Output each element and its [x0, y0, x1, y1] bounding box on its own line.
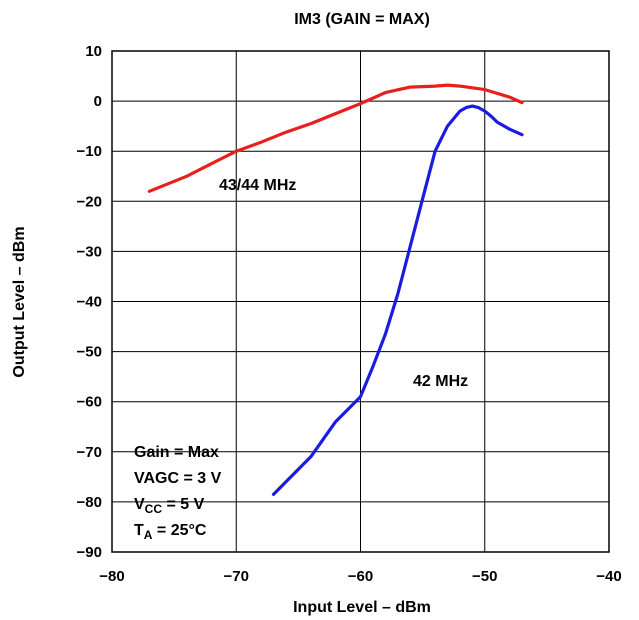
conditions-block: Gain = Max VAGC = 3 V VCC = 5 V TA = 25°…: [134, 444, 222, 542]
condition-vcc-value: = 5 V: [162, 496, 205, 513]
condition-vcc-subscript: CC: [145, 502, 163, 516]
x-tick-label: −70: [224, 568, 249, 585]
y-tick-label: −60: [77, 394, 102, 411]
condition-ta: TA = 25°C: [134, 522, 207, 542]
x-tick-labels: −80 −70 −60 −50 −40: [99, 568, 621, 585]
x-tick-label: −50: [472, 568, 497, 585]
y-tick-labels: 10 0 −10 −20 −30 −40 −50 −60 −70 −80 −90: [77, 43, 102, 561]
y-tick-label: −30: [77, 243, 102, 260]
y-tick-label: −50: [77, 344, 102, 361]
series-label-42mhz: 42 MHz: [413, 373, 468, 390]
x-tick-label: −80: [99, 568, 124, 585]
series-line-42mhz: [271, 104, 524, 496]
series-lines: [147, 83, 524, 496]
plot-frame: [111, 50, 610, 553]
condition-ta-subscript: A: [144, 528, 153, 542]
x-tick-label: −60: [348, 568, 373, 585]
condition-vcc: VCC = 5 V: [134, 496, 205, 516]
x-axis-label: Input Level – dBm: [293, 599, 431, 616]
condition-ta-symbol: T: [134, 522, 144, 539]
condition-vcc-symbol: V: [134, 496, 145, 513]
x-tick-label: −40: [596, 568, 621, 585]
chart-title: IM3 (GAIN = MAX): [294, 11, 430, 28]
y-tick-label: −20: [77, 193, 102, 210]
y-tick-label: −40: [77, 294, 102, 311]
y-tick-label: −10: [77, 143, 102, 160]
series-line-43-44mhz: [147, 83, 524, 193]
y-axis-label: Output Level – dBm: [11, 226, 28, 377]
condition-gain: Gain = Max: [134, 444, 219, 461]
y-tick-label: 10: [85, 43, 102, 60]
y-tick-label: −80: [77, 494, 102, 511]
condition-vagc: VAGC = 3 V: [134, 470, 222, 487]
series-label-43-44mhz: 43/44 MHz: [219, 177, 296, 194]
condition-ta-value: = 25°C: [152, 522, 206, 539]
y-tick-label: 0: [94, 93, 102, 110]
y-tick-label: −90: [77, 544, 102, 561]
y-tick-label: −70: [77, 444, 102, 461]
